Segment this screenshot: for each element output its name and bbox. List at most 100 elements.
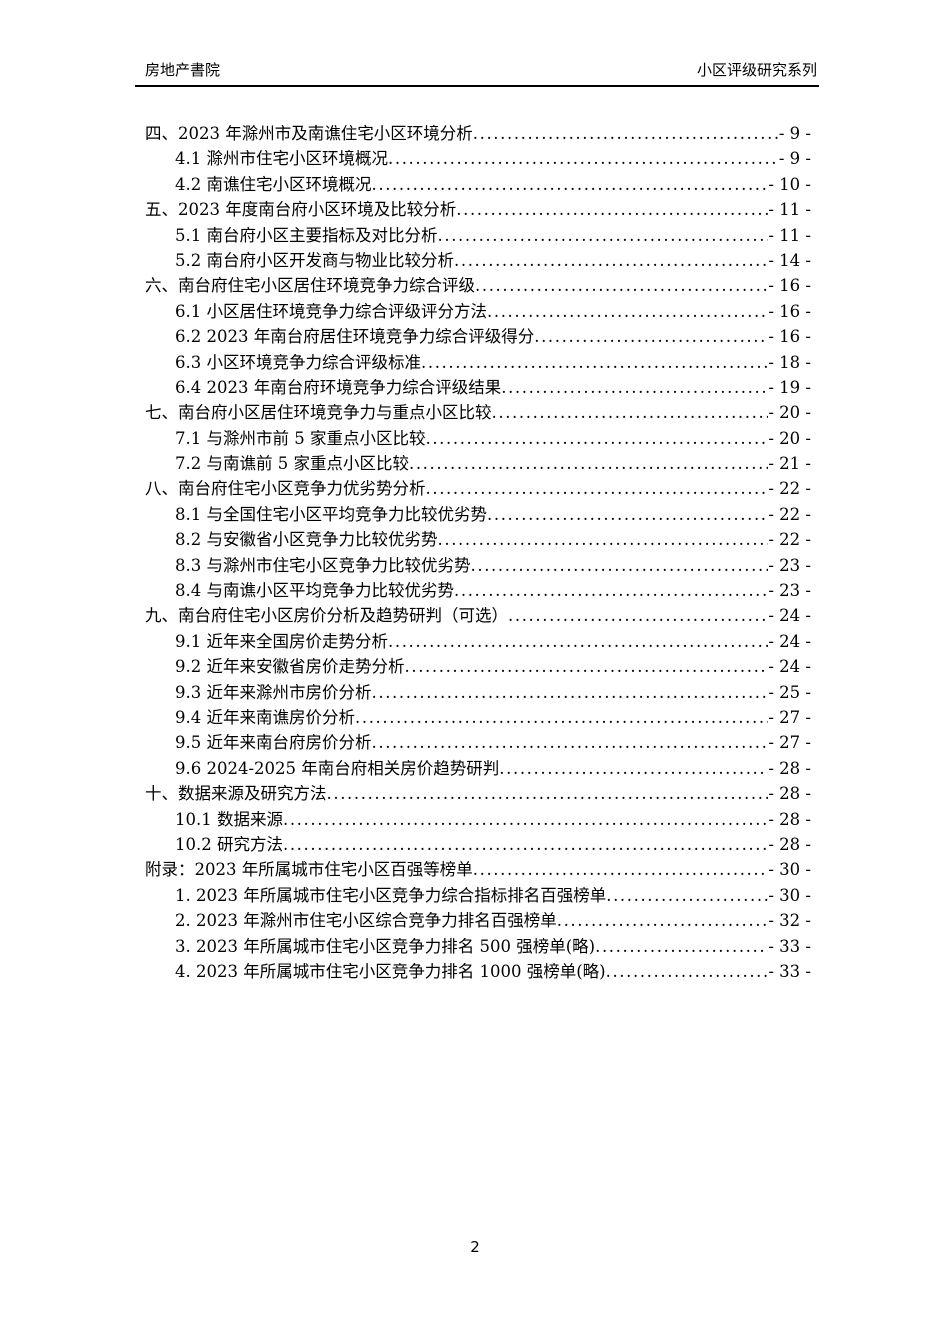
toc-leader-dots: ........................................… [371, 174, 769, 194]
toc-leader-dots: ........................................… [437, 225, 769, 245]
toc-entry-title: 9.1 近年来全国房价走势分析 [175, 631, 388, 651]
toc-entry: 6.1 小区居住环境竞争力综合评级评分方法...................… [145, 299, 811, 324]
toc-entry-title: 八、南台府住宅小区竞争力优劣势分析 [145, 479, 426, 499]
toc-leader-dots: ........................................… [499, 758, 768, 778]
toc-entry-page: - 28 - [768, 784, 811, 804]
toc-entry-page: - 27 - [768, 707, 811, 727]
toc-entry-title: 6.4 2023 年南台府环境竞争力综合评级结果 [175, 377, 502, 397]
page-number: 2 [470, 1238, 480, 1256]
toc-entry: 2. 2023 年滁州市住宅小区综合竞争力排名百强榜单.............… [145, 908, 811, 933]
toc-leader-dots: ........................................… [388, 149, 779, 169]
toc-leader-dots: ........................................… [437, 530, 769, 550]
toc-entry-page: - 24 - [768, 657, 811, 677]
toc-entry: 附录：2023 年所属城市住宅小区百强等榜单..................… [145, 857, 811, 882]
toc-entry-page: - 11 - [768, 225, 811, 245]
toc-entry-page: - 32 - [768, 911, 811, 931]
toc-leader-dots: ........................................… [421, 352, 769, 372]
toc-entry: 1. 2023 年所属城市住宅小区竞争力综合指标排名百强榜单..........… [145, 883, 811, 908]
toc-entry-title: 6.1 小区居住环境竞争力综合评级评分方法 [175, 301, 487, 321]
toc-entry: 4.1 滁州市住宅小区环境概况.........................… [145, 146, 811, 171]
toc-entry-title: 附录：2023 年所属城市住宅小区百强等榜单 [145, 860, 473, 880]
toc-leader-dots: ........................................… [371, 682, 769, 702]
toc-leader-dots: ........................................… [556, 911, 769, 931]
toc-entry-title: 七、南台府小区居住环境竞争力与重点小区比较 [145, 403, 492, 423]
toc-entry-page: - 14 - [768, 250, 811, 270]
toc-entry-page: - 9 - [778, 149, 811, 169]
toc-leader-dots: ........................................… [487, 504, 768, 524]
toc-entry: 8.2 与安徽省小区竞争力比较优劣势......................… [145, 527, 811, 552]
toc-entry-page: - 22 - [768, 504, 811, 524]
toc-entry-page: - 16 - [768, 327, 811, 347]
page-header: 房地产書院 小区评级研究系列 [135, 62, 819, 87]
toc-entry-title: 7.2 与南谯前 5 家重点小区比较 [175, 454, 409, 474]
toc-entry-page: - 30 - [768, 885, 811, 905]
toc-entry-page: - 19 - [768, 377, 811, 397]
toc-entry-page: - 20 - [768, 428, 811, 448]
toc-entry-title: 3. 2023 年所属城市住宅小区竞争力排名 500 强榜单(略) [175, 936, 596, 956]
toc-leader-dots: ........................................… [371, 733, 769, 753]
toc-leader-dots: ........................................… [388, 631, 769, 651]
toc-entry-page: - 20 - [768, 403, 811, 423]
toc-entry-title: 2. 2023 年滁州市住宅小区综合竞争力排名百强榜单 [175, 911, 557, 931]
toc-entry: 7.2 与南谯前 5 家重点小区比较......................… [145, 451, 811, 476]
toc-entry-page: - 18 - [768, 352, 811, 372]
toc-entry: 六、南台府住宅小区居住环境竞争力综合评级....................… [145, 273, 811, 298]
toc: 四、2023 年滁州市及南谯住宅小区环境分析..................… [145, 121, 811, 984]
toc-entry: 4.2 南谯住宅小区环境概况..........................… [145, 172, 811, 197]
toc-entry: 3. 2023 年所属城市住宅小区竞争力排名 500 强榜单(略).......… [145, 934, 811, 959]
header-right-text: 小区评级研究系列 [696, 62, 817, 79]
toc-entry-title: 8.2 与安徽省小区竞争力比较优劣势 [175, 530, 438, 550]
toc-leader-dots: ........................................… [282, 809, 769, 829]
toc-leader-dots: ........................................… [355, 707, 768, 727]
toc-entry-title: 五、2023 年度南台府小区环境及比较分析 [145, 200, 457, 220]
header-left-text: 房地产書院 [145, 62, 221, 79]
toc-entry: 7.1 与滁州市前 5 家重点小区比较.....................… [145, 426, 811, 451]
toc-leader-dots: ........................................… [425, 479, 769, 499]
toc-entry: 6.4 2023 年南台府环境竞争力综合评级结果................… [145, 375, 811, 400]
toc-entry: 8.3 与滁州市住宅小区竞争力比较优劣势....................… [145, 553, 811, 578]
toc-leader-dots: ........................................… [470, 555, 769, 575]
toc-entry-page: - 24 - [768, 631, 811, 651]
toc-entry-title: 四、2023 年滁州市及南谯住宅小区环境分析 [145, 124, 473, 143]
toc-leader-dots: ........................................… [282, 834, 769, 854]
toc-leader-dots: ........................................… [595, 936, 768, 956]
toc-entry-page: - 22 - [768, 479, 811, 499]
toc-leader-dots: ........................................… [534, 327, 769, 347]
toc-entry-title: 6.2 2023 年南台府居住环境竞争力综合评级得分 [175, 327, 535, 347]
toc-entry: 七、南台府小区居住环境竞争力与重点小区比较...................… [145, 400, 811, 425]
toc-entry: 9.5 近年来南台府房价分析..........................… [145, 730, 811, 755]
toc-leader-dots: ........................................… [472, 124, 779, 143]
toc-entry-page: - 25 - [768, 682, 811, 702]
toc-entry: 9.4 近年来南谯房价分析...........................… [145, 705, 811, 730]
toc-leader-dots: ........................................… [454, 581, 769, 601]
toc-leader-dots: ........................................… [606, 885, 768, 905]
toc-entry-page: - 16 - [768, 276, 811, 296]
toc-leader-dots: ........................................… [491, 403, 769, 423]
toc-entry-title: 九、南台府住宅小区房价分析及趋势研判（可选） [145, 606, 508, 626]
toc-leader-dots: ........................................… [454, 250, 769, 270]
toc-entry-title: 十、数据来源及研究方法 [145, 784, 327, 804]
toc-entry-page: - 33 - [768, 961, 811, 981]
toc-entry-title: 7.1 与滁州市前 5 家重点小区比较 [175, 428, 426, 448]
toc-entry: 9.2 近年来安徽省房价走势分析........................… [145, 654, 811, 679]
toc-entry: 10.1 数据来源...............................… [145, 807, 811, 832]
toc-entry-page: - 22 - [768, 530, 811, 550]
toc-entry: 四、2023 年滁州市及南谯住宅小区环境分析..................… [145, 121, 811, 146]
toc-entry-page: - 21 - [768, 454, 811, 474]
toc-leader-dots: ........................................… [404, 657, 769, 677]
toc-entry: 9.6 2024-2025 年南台府相关房价趋势研判..............… [145, 756, 811, 781]
toc-entry: 5.1 南台府小区主要指标及对比分析......................… [145, 223, 811, 248]
toc-entry: 8.4 与南谯小区平均竞争力比较优劣势.....................… [145, 578, 811, 603]
toc-entry-page: - 27 - [768, 733, 811, 753]
toc-entry: 5.2 南台府小区开发商与物业比较分析.....................… [145, 248, 811, 273]
toc-entry-title: 六、南台府住宅小区居住环境竞争力综合评级 [145, 276, 475, 296]
toc-entry: 九、南台府住宅小区房价分析及趋势研判（可选）..................… [145, 603, 811, 628]
toc-leader-dots: ........................................… [472, 860, 769, 880]
toc-leader-dots: ........................................… [408, 454, 768, 474]
toc-entry-title: 5.1 南台府小区主要指标及对比分析 [175, 225, 438, 245]
toc-entry: 10.2 研究方法...............................… [145, 832, 811, 857]
toc-entry-title: 5.2 南台府小区开发商与物业比较分析 [175, 250, 454, 270]
toc-entry-title: 8.4 与南谯小区平均竞争力比较优劣势 [175, 581, 454, 601]
toc-entry-page: - 28 - [768, 758, 811, 778]
